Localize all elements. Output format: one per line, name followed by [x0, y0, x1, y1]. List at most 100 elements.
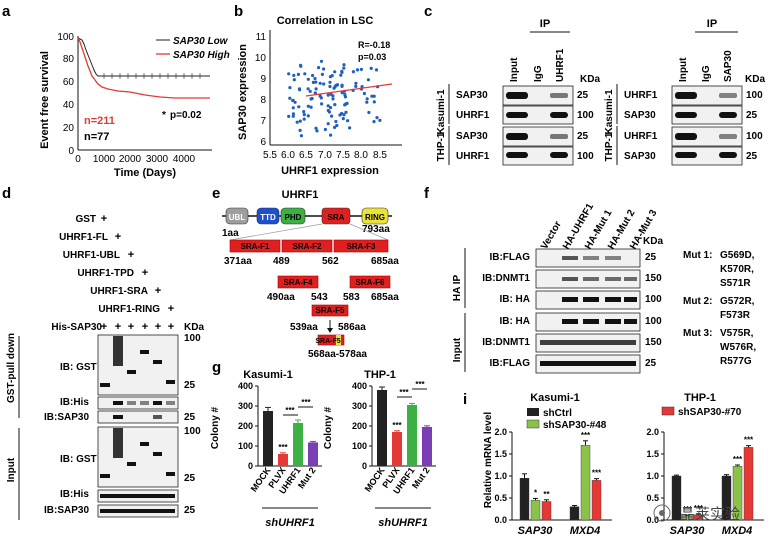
scatter-point [314, 80, 318, 84]
i-legend-2: shSAP30-#48 [543, 420, 607, 431]
g2-title: THP-1 [364, 369, 396, 381]
bar-mxd4-1 [580, 445, 591, 521]
legend-a: SAP30 Low SAP30 High [156, 36, 230, 61]
sra-fragments-row1: SRA-F1 SRA-F2 SRA-F3 371aa 489 562 685aa [224, 239, 399, 267]
svg-text:0: 0 [75, 154, 81, 165]
d-pd-blot-3: IB:SAP30 [44, 412, 89, 423]
scatter-point [334, 119, 338, 124]
y-tick-label: 1.5 [494, 449, 507, 459]
bracket-star: *** [301, 398, 311, 407]
panel-b-xlabel: UHRF1 expression [281, 165, 379, 177]
g1-ylabel: Colony # [210, 406, 221, 449]
i-ylabel: Relative mRNA level [483, 412, 494, 509]
scatter-point [302, 117, 306, 121]
mut1-line2: K570R, [720, 264, 754, 275]
svg-text:8.5: 8.5 [373, 150, 387, 161]
d-mw-6: 25 [184, 505, 196, 516]
svg-text:20: 20 [63, 123, 75, 134]
d-row-1: UHRF1-FL [59, 232, 108, 243]
scatter-point [329, 106, 333, 110]
bracket-star: *** [415, 380, 425, 389]
y-tick-label: 0 [248, 461, 253, 471]
g2-ylabel: Colony # [323, 406, 334, 449]
scatter-point [288, 96, 292, 100]
bar-mut-2 [308, 442, 318, 466]
c-left-protein-4: UHRF1 [456, 151, 490, 162]
scatter-point [302, 113, 306, 117]
scatter-point [306, 77, 310, 81]
c-right-protein-4: SAP30 [624, 151, 656, 162]
d-row-0: GST [75, 214, 96, 225]
f-ip-blot-2: IB:DNMT1 [482, 273, 530, 284]
svg-text:6.5: 6.5 [299, 150, 313, 161]
blot-c-left-4 [502, 146, 574, 166]
d-mw-5: 25 [184, 473, 196, 484]
d-plus: + [155, 321, 161, 333]
scatter-point [348, 126, 352, 130]
scatter-point [372, 100, 376, 104]
scatter-point [306, 87, 310, 91]
y-tick-label: 300 [238, 401, 253, 411]
y-tick-label: 0.5 [494, 493, 507, 503]
svg-text:3000: 3000 [146, 154, 169, 165]
bar-mxd4-0 [569, 506, 580, 521]
scatter-point [328, 75, 332, 79]
frag-sra-f5-short: SRA-F5 [315, 338, 340, 345]
c-left-mw-3: 25 [577, 131, 589, 142]
cell-thp1-left: THP-1 [436, 132, 447, 161]
mut2-name: Mut 2: [683, 296, 712, 307]
scatter-point [291, 114, 295, 118]
significance-star: *** [278, 443, 288, 452]
panel-e: e UHRF1 UBL TTD PHD SRA RING 1aa 793aa S… [212, 185, 399, 360]
d-pd-blot-2: IB:His [60, 397, 89, 408]
blot-d-gst-pd [97, 334, 179, 396]
scatter-point [370, 94, 374, 98]
panel-b-title: Correlation in LSC [277, 15, 374, 27]
survival-curve-low [77, 37, 210, 77]
scatter-point [296, 72, 300, 76]
pos-490: 490aa [267, 292, 295, 303]
scatter-point [330, 114, 334, 118]
scatter-point [292, 73, 296, 77]
d-section-input: Input [6, 457, 17, 482]
scatter-point [295, 120, 299, 124]
domain-sra [321, 207, 351, 225]
i1-title: Kasumi-1 [530, 392, 580, 404]
panel-c: c IP Input IgG UHRF1 KDa Kasumi-1 THP-1 … [424, 3, 765, 166]
svg-text:4000: 4000 [173, 154, 196, 165]
c-right-mw-2: 25 [746, 110, 758, 121]
cell-kasumi-right: Kasumi-1 [604, 89, 615, 134]
d-plus: + [128, 321, 134, 333]
scatter-point [333, 125, 337, 129]
scatter-point [291, 98, 295, 103]
d-pd-blot-1: IB: GST [60, 362, 97, 373]
c-right-mw-3: 100 [746, 131, 763, 142]
svg-text:40: 40 [63, 100, 75, 111]
d-mw-3: 25 [184, 412, 196, 423]
pos-543: 543 [311, 292, 328, 303]
x-tick-label: MXD4 [722, 525, 753, 537]
pos-562: 562 [322, 256, 339, 267]
scatter-point [298, 128, 302, 132]
domain-ttd-label: TTD [260, 213, 276, 222]
pos-568-578: 568aa-578aa [308, 349, 367, 360]
bar-sap30-0 [519, 478, 530, 521]
y-tick-label: 2.0 [646, 427, 659, 437]
scatter-point [365, 100, 369, 104]
sra-fragments-row2: SRA-F4 SRA-F6 490aa 543 583 685aa [267, 275, 399, 303]
d-plus: + [155, 285, 161, 297]
cell-kasumi-left: Kasumi-1 [436, 89, 447, 134]
legend-i: shCtrl shSAP30-#48 shSAP30-#70 [526, 406, 742, 431]
pos-489: 489 [273, 256, 290, 267]
panel-g-letter: g [212, 359, 221, 376]
mut3-line3: R577G [720, 356, 752, 367]
d-section-pulldown: GST-pull down [6, 333, 17, 403]
significance-star: *** [683, 505, 693, 514]
lane-uhrf1-left: UHRF1 [555, 48, 566, 82]
domain-ttd [256, 207, 280, 225]
svg-text:0: 0 [68, 146, 74, 157]
scatter-point [343, 103, 347, 107]
y-tick-label: 0.5 [646, 493, 659, 503]
svg-text:8.0: 8.0 [354, 150, 368, 161]
c-left-mw-2: 100 [577, 110, 594, 121]
